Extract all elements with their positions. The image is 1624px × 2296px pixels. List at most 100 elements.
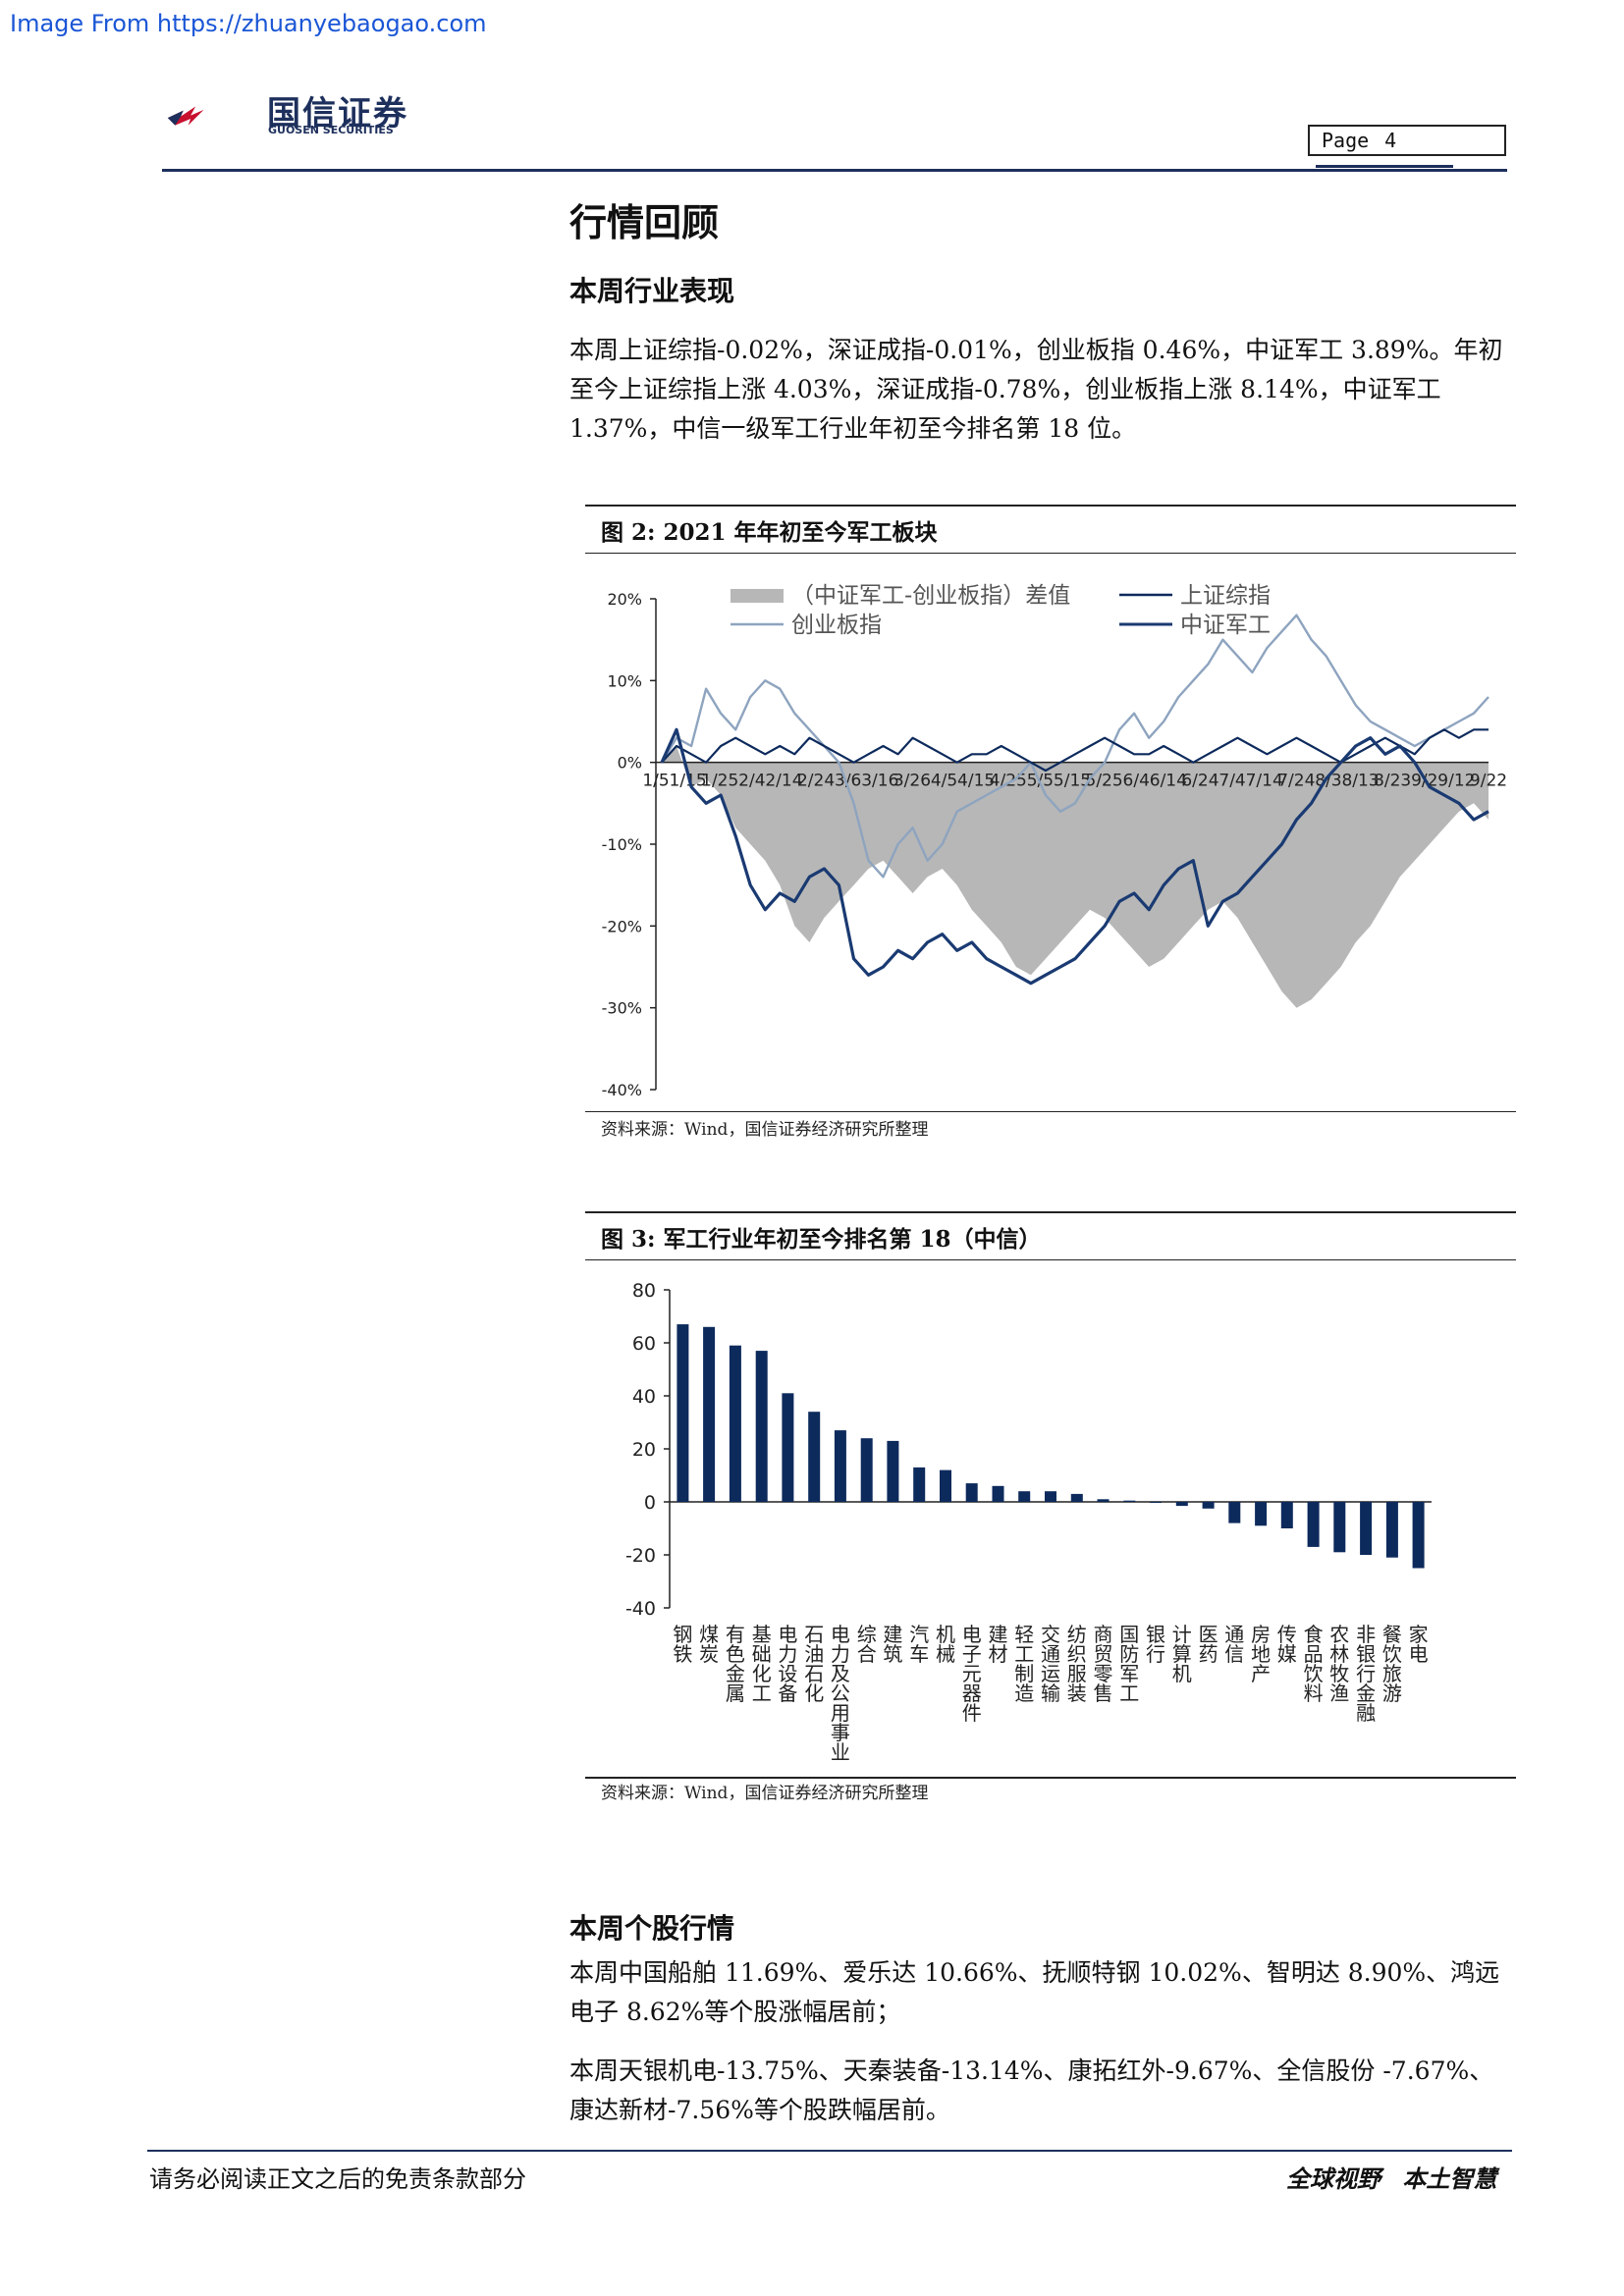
x-tick-label: 9/22 [1470,772,1507,791]
legend-label-diff: （中证军工-创业板指）差值 [791,583,1070,609]
bar [729,1345,741,1502]
y-tick-label: 0 [644,1492,656,1514]
x-category-label: 钢铁 [673,1623,692,1666]
bar [940,1469,951,1502]
x-category-label: 汽车 [909,1623,929,1666]
y-tick-label: -10% [602,835,642,854]
page-label: Page [1322,129,1370,152]
y-tick-label: -30% [602,999,642,1018]
bar [1045,1491,1056,1502]
x-tick-label: 1/15 [670,772,707,791]
x-category-label: 房地产 [1251,1623,1271,1685]
bar [1070,1493,1083,1502]
source-watermark[interactable]: Image From https://zhuanyebaogao.com [10,10,487,37]
industry-paragraph: 本周上证综指-0.02%，深证成指-0.01%，创业板指 0.46%，中证军工 … [569,336,1503,443]
legend-label-shangzheng: 上证综指 [1180,583,1271,609]
subsection-stocks: 本周个股行情 [569,1912,735,1945]
x-category-label: 农林牧渔 [1329,1623,1349,1705]
x-category-label: 银行 [1146,1623,1165,1666]
x-tick-label: 4/15 [957,772,995,791]
bar [1228,1502,1241,1523]
footer-rule [147,2150,1512,2152]
y-tick-label: 10% [607,671,642,690]
x-tick-label: 1/25 [701,772,738,791]
x-category-label: 轻工制造 [1014,1623,1034,1705]
military-index-line-chart: 20%10%0%-10%-20%-30%-40%1/5 1/151/25 2/4 2/… [602,583,1507,1099]
x-tick-label: 7/24 [1277,772,1315,791]
x-category-label: 电力及公用事业 [831,1623,850,1764]
y-tick-label: -40 [625,1598,656,1620]
bar [1385,1502,1398,1558]
x-category-label: 非银行金融 [1356,1623,1376,1725]
bar [1412,1502,1425,1569]
x-category-label: 机械 [936,1623,955,1666]
brand-name-en: GUOSEN SECURITIES [268,124,394,136]
guosen-logo-icon [167,106,204,126]
y-tick-label: 80 [632,1280,656,1302]
bar [965,1483,978,1502]
x-tick-label: 7/14 [1246,772,1283,791]
y-tick-label: 60 [632,1333,656,1355]
x-tick-label: 6/24 [1181,772,1218,791]
y-tick-label: -20% [602,917,642,935]
x-category-label: 纺织服装 [1067,1623,1087,1705]
x-category-label: 交通运输 [1041,1623,1060,1705]
x-tick-label: 8/23 [1374,772,1411,791]
bar [755,1351,768,1502]
bar [677,1324,689,1502]
bar [1307,1502,1320,1547]
x-tick-label: 4/5 [931,772,957,791]
x-category-label: 餐饮旅游 [1382,1623,1402,1705]
bar [808,1412,821,1502]
bar [1202,1502,1215,1509]
bar [1018,1491,1031,1502]
legend-label-junggong: 中证军工 [1180,613,1271,638]
x-category-label: 电子元器件 [962,1623,982,1725]
x-category-label: 医药 [1199,1623,1218,1666]
bar [1280,1502,1293,1528]
stocks-gainers-paragraph: 本周中国船舶 11.69%、爱乐达 10.66%、抚顺特钢 10.02%、智明达… [569,1958,1500,2026]
x-tick-label: 5/15 [1054,772,1091,791]
x-category-label: 有色金属 [726,1623,745,1705]
x-category-label: 电力设备 [778,1623,797,1705]
y-tick-label: -40% [602,1081,642,1099]
bar [1333,1502,1346,1553]
fig2-source: 资料来源：Wind，国信证券经济研究所整理 [601,1120,929,1140]
fig2-caption-rule [585,553,1516,554]
x-tick-label: 3/6 [835,772,861,791]
bar [1150,1502,1162,1503]
fig3-caption: 图 3: 军工行业年初至今排名第 18（中信） [601,1226,1042,1253]
legend-label-chuangye: 创业板指 [791,613,882,638]
y-tick-label: 20 [632,1439,656,1461]
x-category-label: 建材 [989,1623,1008,1666]
bar [782,1393,794,1502]
fig3-bottom-rule [585,1777,1516,1779]
x-category-label: 国防军工 [1119,1623,1139,1705]
fig3-caption-rule [585,1259,1516,1260]
x-tick-label: 3/26 [893,772,931,791]
x-category-label: 传媒 [1277,1623,1297,1666]
bar [1097,1499,1110,1502]
fig2-bottom-rule [585,1111,1516,1112]
x-category-label: 商贸零售 [1094,1623,1113,1705]
bar [992,1485,1004,1502]
x-tick-label: 1/5 [642,772,669,791]
y-tick-label: 0% [618,754,642,773]
industry-ranking-bar-chart: 80 60 40 20 0 -20 -40 钢铁煤炭有色金属基础化工电力设备石油石化电力及公用… [625,1280,1432,1764]
y-tick-label: 20% [607,590,642,609]
bar [913,1467,926,1502]
x-category-label: 食品饮料 [1304,1623,1324,1705]
header-rule [162,169,1507,172]
legend-swatch-diff [731,589,784,603]
bar [1255,1502,1268,1526]
x-category-label: 基础化工 [752,1623,772,1705]
x-tick-label: 9/12 [1437,772,1475,791]
series-line-1 [661,728,1489,773]
x-tick-label: 7/4 [1218,772,1245,791]
fig3-top-rule [585,1211,1516,1213]
bar [1123,1500,1136,1502]
section-title: 行情回顾 [569,200,720,244]
bar [1360,1502,1373,1555]
brand-name-cn: 国信证券 [267,94,408,133]
x-category-label: 煤炭 [699,1623,719,1666]
